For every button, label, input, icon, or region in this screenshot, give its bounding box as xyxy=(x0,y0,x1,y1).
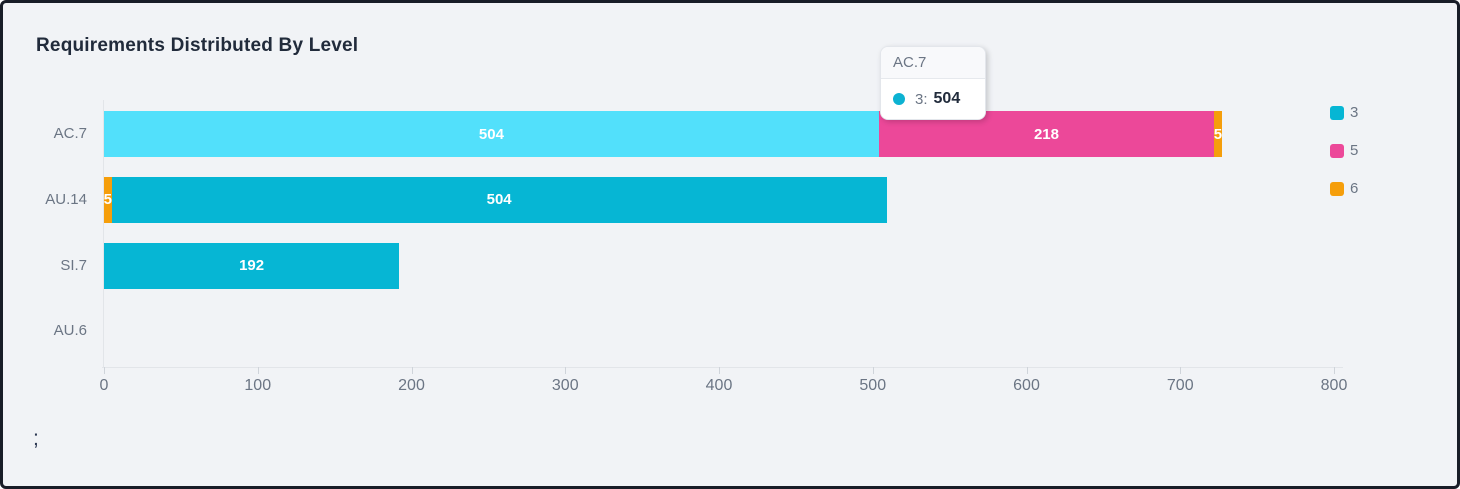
tooltip-series-marker-icon xyxy=(893,93,905,105)
y-axis-line xyxy=(103,100,104,367)
x-tick-mark-600 xyxy=(1026,367,1028,374)
x-tick-label-300: 300 xyxy=(551,377,579,394)
x-tick-mark-700 xyxy=(1180,367,1182,374)
x-tick-mark-800 xyxy=(1334,367,1335,374)
category-label-au-14: AU.14 xyxy=(45,190,87,208)
x-tick-label-500: 500 xyxy=(859,377,887,394)
chart-title: Requirements Distributed By Level xyxy=(36,35,359,56)
legend-label: 5 xyxy=(1350,142,1359,159)
bar-segment-ac-7-series-3[interactable]: 504 xyxy=(104,111,879,157)
legend-item-5[interactable]: 5 xyxy=(1330,142,1358,159)
x-tick-mark-100 xyxy=(257,367,259,374)
bar-segment-si-7-series-3[interactable]: 192 xyxy=(104,242,400,289)
bar-segment-au-14-series-6[interactable]: 5 xyxy=(104,176,112,223)
x-tick-mark-0 xyxy=(104,367,105,374)
x-tick-label-400: 400 xyxy=(705,377,733,394)
legend-swatch-icon xyxy=(1330,181,1344,196)
bar-chart: 504 218 5 5 504 192 0 100 200 300 400 500 600 700 800… xyxy=(3,3,1457,486)
tooltip-value: 504 xyxy=(933,90,961,107)
x-tick-label-0: 0 xyxy=(99,377,109,394)
legend-item-6[interactable]: 6 xyxy=(1330,180,1358,197)
tooltip-series-label: 3: xyxy=(915,90,928,108)
legend-swatch-icon xyxy=(1330,105,1344,120)
category-label-ac-7: AC.7 xyxy=(53,125,87,142)
x-tick-mark-200 xyxy=(411,367,413,374)
category-label-au-6: AU.6 xyxy=(53,322,87,340)
x-tick-label-700: 700 xyxy=(1166,377,1194,394)
bar-segment-ac-7-series-6[interactable]: 5 xyxy=(1214,111,1222,157)
bar-row-au-14: 5 504 xyxy=(104,176,887,223)
x-tick-label-200: 200 xyxy=(398,377,425,394)
legend-swatch-icon xyxy=(1330,143,1344,158)
legend-item-3[interactable]: 3 xyxy=(1330,104,1358,121)
x-tick-mark-300 xyxy=(565,367,567,374)
bar-row-ac-7: 504 218 5 xyxy=(104,111,1222,157)
tooltip-body: 3: 504 xyxy=(881,79,985,119)
legend-label: 6 xyxy=(1350,180,1359,197)
category-label-si-7: SI.7 xyxy=(60,256,87,274)
stray-semicolon-text: ; xyxy=(33,427,39,450)
chart-legend: 3 5 6 xyxy=(1330,104,1358,218)
x-axis-line xyxy=(102,367,1343,368)
x-tick-label-800: 800 xyxy=(1320,377,1348,394)
x-tick-mark-400 xyxy=(719,367,720,374)
legend-label: 3 xyxy=(1350,104,1359,121)
tooltip-category: AC.7 xyxy=(881,47,985,79)
x-tick-label-600: 600 xyxy=(1013,377,1040,394)
bar-segment-au-14-series-3[interactable]: 504 xyxy=(111,176,887,223)
chart-tooltip: AC.7 3: 504 xyxy=(880,46,986,120)
bar-row-si-7: 192 xyxy=(104,242,400,289)
x-tick-label-100: 100 xyxy=(244,377,272,394)
x-tick-mark-500 xyxy=(872,367,874,374)
